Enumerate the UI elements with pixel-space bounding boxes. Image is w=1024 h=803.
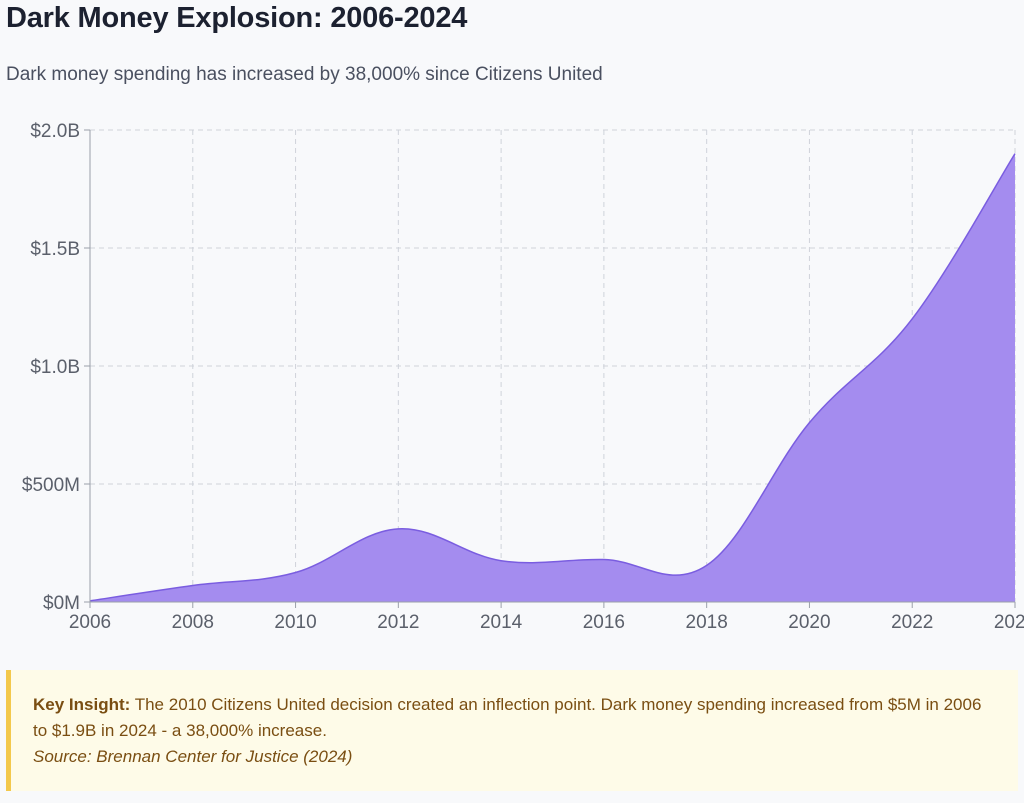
chart-subtitle: Dark money spending has increased by 38,… (6, 64, 603, 85)
x-tick-label: 2012 (377, 612, 419, 633)
y-tick-label: $1.0B (30, 357, 80, 378)
y-tick-label: $1.5B (30, 239, 80, 260)
x-tick-label: 2024 (994, 612, 1024, 633)
x-tick-label: 2022 (891, 612, 933, 633)
key-insight-box: Key Insight: The 2010 Citizens United de… (6, 670, 1018, 791)
x-tick-label: 2016 (583, 612, 625, 633)
y-tick-label: $0M (43, 593, 80, 614)
area-chart: 2006 2008 2010 2012 2014 2016 2018 2020 2022 2024… (22, 121, 1024, 633)
x-tick-label: 2010 (274, 612, 316, 633)
chart-title: Dark Money Explosion: 2006-2024 (6, 2, 468, 34)
insight-label: Key Insight: (33, 695, 131, 714)
tick-label-layer: 2006 2008 2010 2012 2014 2016 2018 2020 2022 2024… (22, 121, 1024, 633)
insight-text: The 2010 Citizens United decision create… (33, 695, 982, 740)
insight-source: Source: Brennan Center for Justice (2024… (33, 747, 353, 766)
x-tick-label: 2020 (788, 612, 830, 633)
insight-body: Key Insight: The 2010 Citizens United de… (33, 692, 998, 744)
y-tick-label: $500M (22, 475, 80, 496)
area-fill (90, 153, 1015, 602)
area-layer (89, 153, 1016, 602)
x-tick-label: 2014 (480, 612, 523, 633)
x-tick-label: 2006 (69, 612, 111, 633)
axis-layer (84, 129, 1016, 608)
x-tick-label: 2008 (172, 612, 214, 633)
x-tick-label: 2018 (686, 612, 728, 633)
y-tick-label: $2.0B (30, 121, 80, 142)
series-line (89, 153, 1016, 602)
